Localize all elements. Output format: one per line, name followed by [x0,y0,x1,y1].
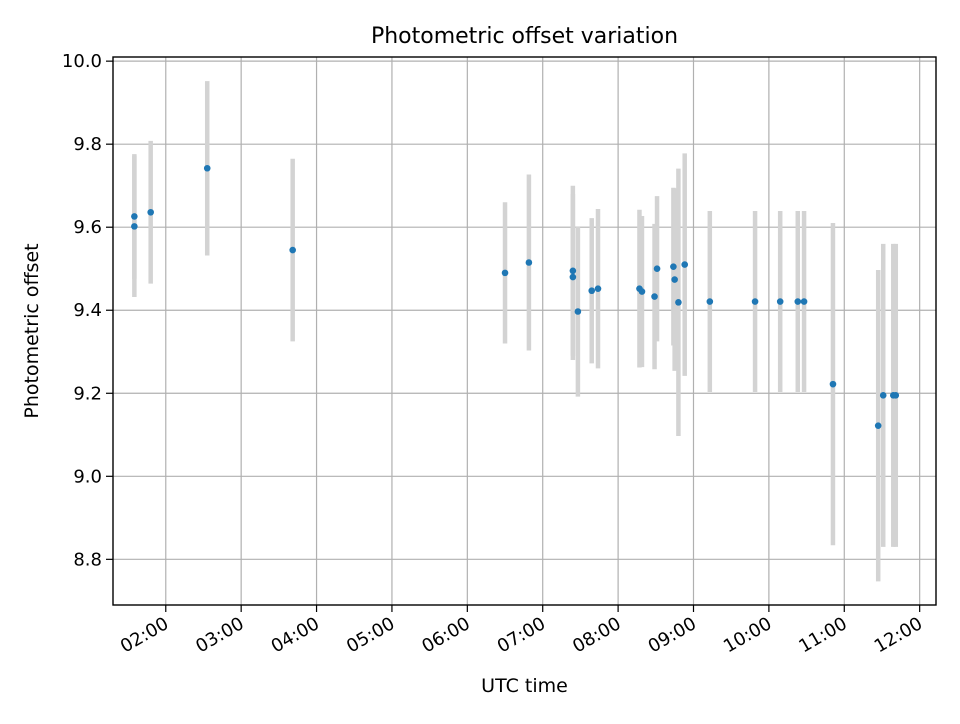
data-point [594,285,602,292]
data-point [525,259,533,266]
data-point [892,392,900,399]
y-tick-label: 9.2 [73,383,102,404]
data-point [203,164,211,172]
data-point [776,298,784,305]
data-point [651,293,658,300]
plot-frame [112,56,937,606]
y-axis-label: Photometric offset [21,243,43,418]
data-point [670,263,677,270]
data-point [147,208,154,216]
y-tick-label: 9.8 [73,134,102,155]
grid [113,57,936,605]
y-tick-label: 8.8 [73,549,102,570]
data-point [131,223,138,230]
data-point [751,298,759,305]
data-point [131,213,138,220]
data-point [569,267,577,275]
data-points [131,164,900,429]
x-axis-label: UTC time [481,675,568,697]
data-point [800,298,808,305]
data-point [574,308,582,315]
data-point [289,246,296,254]
data-point [638,288,646,295]
data-point [675,299,682,306]
data-point [569,273,577,281]
data-point [671,276,678,283]
data-point [829,380,837,388]
data-point [681,261,689,268]
y-tick-label: 9.0 [73,466,102,487]
data-point [794,298,802,305]
chart-title: Photometric offset variation [371,24,678,49]
data-point [706,298,714,305]
y-axis: 8.8 9.0 9.2 9.4 9.6 9.8 10.0 [62,51,113,570]
y-tick-label: 10.0 [62,51,102,72]
data-point [588,287,596,295]
data-point [653,265,661,273]
data-point [879,392,887,399]
data-point [874,422,882,429]
y-tick-label: 9.4 [73,300,102,321]
data-point [501,269,509,277]
y-tick-label: 9.6 [73,217,102,238]
